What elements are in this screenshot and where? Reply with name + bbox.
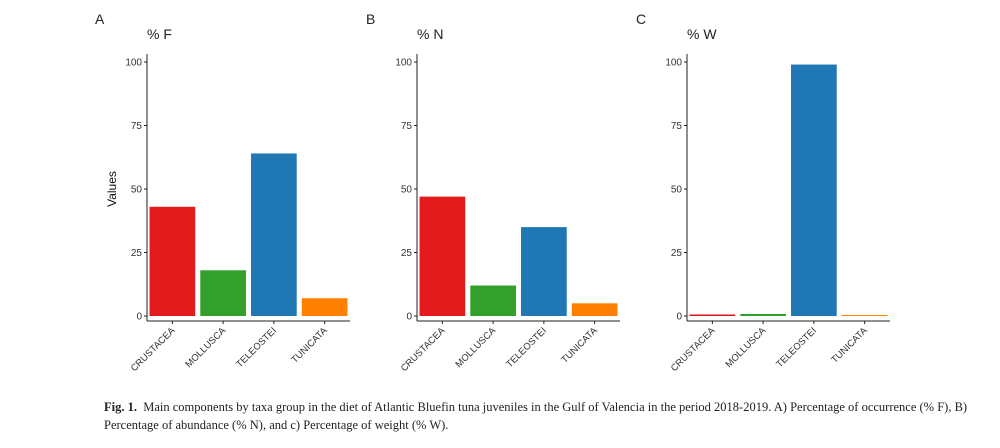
y-tick-label: 75 — [671, 121, 683, 132]
bar-mollusca — [470, 285, 516, 316]
caption-text: Main components by taxa group in the die… — [104, 400, 968, 432]
panel-letter: A — [95, 11, 105, 27]
y-tick-label: 100 — [395, 58, 412, 69]
y-tick-label: 50 — [671, 185, 683, 196]
bar-tunicata — [301, 298, 348, 316]
y-tick-label: 0 — [406, 312, 412, 323]
panel-title: % N — [417, 26, 443, 42]
y-tick-label: 100 — [665, 58, 682, 69]
y-tick-label: 50 — [401, 185, 413, 196]
chart-panel-b: B % N 0 25 50 75 100 CRUSTACEA MOLLUSCA TELEOSTEI… — [366, 11, 620, 374]
panel-title: % F — [147, 26, 172, 42]
bar-mollusca — [740, 313, 786, 316]
y-tick-label: 75 — [131, 121, 143, 132]
bar-crustacea — [419, 196, 466, 316]
x-tick-label: CRUSTACEA — [129, 325, 178, 374]
x-tick-label: TUNICATA — [559, 325, 600, 366]
x-tick-label: MOLLUSCA — [724, 325, 769, 370]
bar-mollusca — [200, 270, 246, 316]
y-tick-label: 50 — [131, 185, 143, 196]
bar-teleostei — [521, 227, 567, 316]
y-tick-label: 100 — [125, 58, 142, 69]
caption-label: Fig. 1. — [104, 400, 137, 414]
y-tick-label: 0 — [676, 312, 682, 323]
bar-teleostei — [791, 64, 837, 316]
bar-tunicata — [841, 315, 888, 316]
x-tick-label: TELEOSTEI — [504, 325, 549, 370]
x-tick-label: CRUSTACEA — [669, 325, 718, 374]
chart-panel-a: A % F Values 0 25 50 75 100 CRUSTACEA MOLLUSCA TEL… — [95, 11, 350, 374]
bar-tunicata — [571, 303, 618, 316]
panel-letter: B — [366, 11, 375, 27]
x-tick-label: TUNICATA — [289, 325, 330, 366]
y-tick-label: 25 — [401, 248, 413, 259]
x-tick-label: MOLLUSCA — [454, 325, 499, 370]
bar-crustacea — [689, 314, 736, 316]
y-tick-label: 75 — [401, 121, 413, 132]
x-tick-label: MOLLUSCA — [184, 325, 229, 370]
figure-caption: Fig. 1. Main components by taxa group in… — [104, 398, 984, 434]
bar-teleostei — [251, 153, 297, 316]
y-tick-label: 25 — [131, 248, 143, 259]
x-tick-label: TELEOSTEI — [234, 325, 279, 370]
y-axis-title: Values — [105, 171, 119, 207]
panel-letter: C — [636, 11, 646, 27]
chart-panel-c: C % W 0 25 50 75 100 CRUSTACEA MOLLUSCA TELEOSTEI… — [636, 11, 890, 374]
x-tick-label: CRUSTACEA — [399, 325, 448, 374]
y-tick-label: 0 — [136, 312, 142, 323]
y-tick-label: 25 — [671, 248, 683, 259]
x-tick-label: TELEOSTEI — [774, 325, 819, 370]
bar-crustacea — [149, 206, 196, 316]
panel-title: % W — [687, 26, 717, 42]
x-tick-label: TUNICATA — [829, 325, 870, 366]
